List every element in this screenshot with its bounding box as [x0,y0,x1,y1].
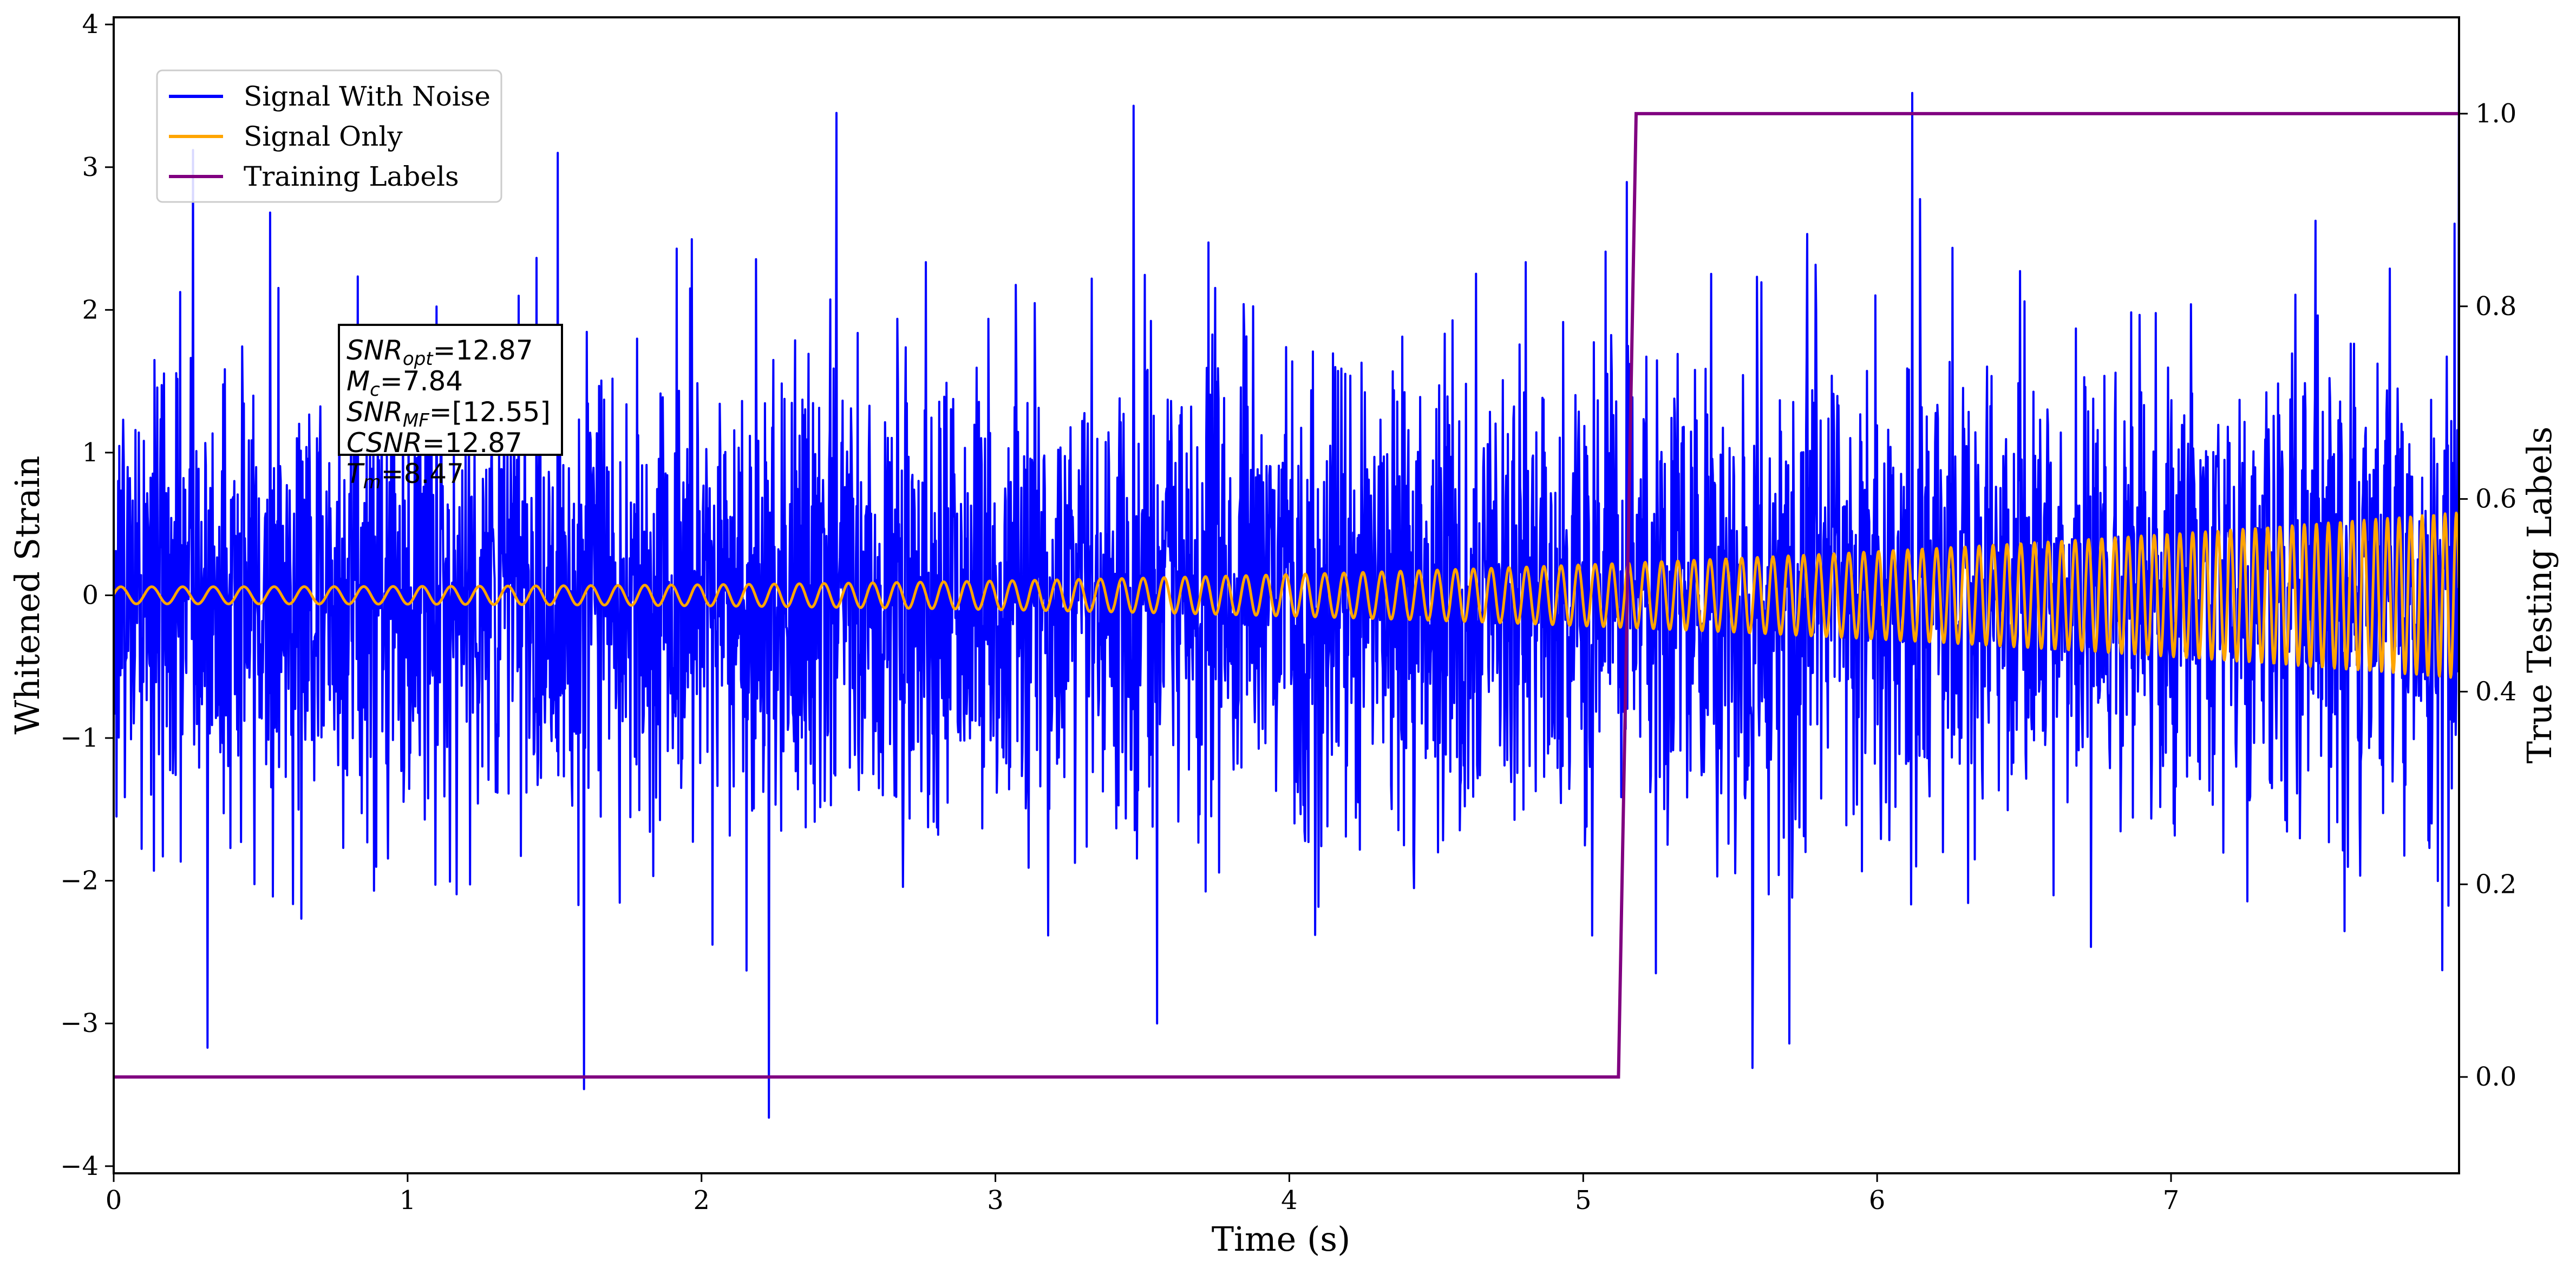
y-axis-right: 0.0 0.2 0.4 0.6 0.8 1.0 [2459,99,2516,1092]
y2-tick-label: 0.4 [2475,676,2516,707]
legend-label-training-labels: Training Labels [244,161,459,192]
x-tick-label: 4 [1281,1185,1298,1216]
x-axis-label: Time (s) [1212,1219,1351,1259]
legend-box [156,69,502,203]
annotation-value: =12.87 [422,427,522,459]
x-tick-label: 3 [987,1185,1004,1216]
x-tick-label: 2 [693,1185,710,1216]
annotation-line: SNRopt=12.87 [346,335,533,370]
legend-label-signal-only: Signal Only [244,121,403,152]
annotation-symbol: SNR [346,396,403,428]
annotation-value: =8.47 [381,458,464,489]
x-tick-label: 5 [1575,1185,1592,1216]
series-line-signal-only [114,511,2459,679]
annotation-box: SNRopt=12.87Mc=7.84SNRMF=[12.55]CSNR=12.… [338,324,563,493]
plot-frame [113,16,2460,1174]
annotation-value: =7.84 [380,365,463,397]
annotation-line: SNRMF=[12.55] [346,396,551,432]
y-axis-left: −4 −3 −2 −1 0 1 2 3 4 [60,9,114,1181]
annotation-frame [338,324,563,456]
annotation-subscript: MF [403,410,429,432]
series-line-training-labels [114,112,2459,1079]
y2-tick-label: 1.0 [2475,99,2516,129]
y2-tick-label: 0.0 [2475,1062,2516,1092]
x-tick-label: 6 [1869,1185,1886,1216]
y-tick-label: 4 [82,9,99,40]
annotation-symbol: SNR [346,335,403,366]
x-tick-label: 1 [400,1185,416,1216]
annotation-symbol: CSNR [346,427,422,459]
legend: Signal With Noise Signal Only Training L… [156,69,502,203]
y-tick-label: −1 [60,723,99,753]
series-line-signal-with-noise [114,20,2459,1119]
annotation-line: CSNR=12.87 [346,427,522,459]
annotation-symbol: T [346,458,365,489]
y-tick-label: −2 [60,866,99,896]
legend-label-signal-with-noise: Signal With Noise [244,81,491,112]
y-tick-label: 1 [82,437,99,468]
annotation-value: =[12.55] [429,396,551,428]
y2-axis-label: True Testing Labels [2520,427,2559,764]
annotation-line: Tm=8.47 [346,458,464,493]
annotation-value: =12.87 [433,335,533,366]
y-tick-label: 3 [82,152,99,182]
y-tick-label: 0 [82,580,99,611]
y-tick-label: −3 [60,1008,99,1038]
x-tick-label: 7 [2163,1185,2180,1216]
annotation-subscript: m [363,472,381,493]
y2-tick-label: 0.6 [2475,484,2516,514]
y-axis-label: Whitened Strain [8,456,47,735]
annotation-subscript: c [370,379,380,401]
annotation-lines: SNRopt=12.87Mc=7.84SNRMF=[12.55]CSNR=12.… [346,335,551,493]
y-tick-label: −4 [60,1151,99,1181]
annotation-symbol: M [346,365,370,397]
y2-tick-label: 0.2 [2475,869,2516,899]
annotation-line: Mc=7.84 [346,365,463,401]
y-tick-label: 2 [82,295,99,325]
x-tick-label: 0 [106,1185,122,1216]
x-axis: 0 1 2 3 4 5 6 7 [106,1173,2180,1216]
y2-tick-label: 0.8 [2475,291,2516,322]
series-layer [114,20,2459,1119]
annotation-subscript: opt [403,348,434,370]
